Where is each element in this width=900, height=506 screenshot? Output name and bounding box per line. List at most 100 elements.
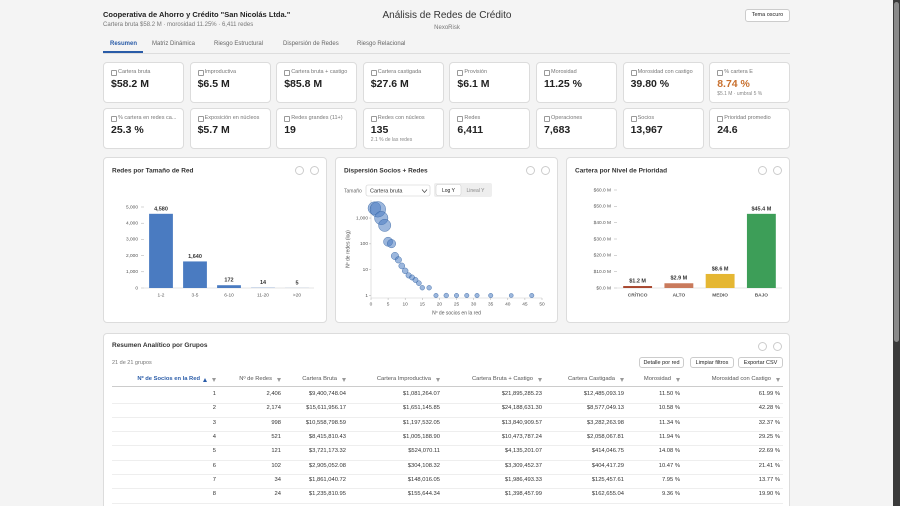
table-cell: 6 [212,462,216,469]
row-divider [112,445,783,447]
theme-button[interactable]: Tema oscuro [745,9,790,22]
column-header[interactable]: Nº de Redes [239,376,272,382]
table-cell: $1,398,457.99 [504,491,542,498]
app-title: Análisis de Redes de Crédito [382,10,512,21]
kpi-card: Morosidad con castigo 39.80 % [622,62,704,103]
kpi-card: Provisión $6.1 M [449,62,531,103]
chart-panel: Dispersión Socios + Redes Tamaño Cartera b… [335,157,558,323]
column-header[interactable]: Cartera Bruta [302,376,337,382]
y-tick-label: $10.0 M [594,269,611,275]
table-cell: 521 [271,433,281,440]
table-cell: 121 [271,448,281,455]
table-cell: 7.95 % [661,476,680,483]
row-divider [112,474,783,475]
table-cell: $1,861,040.72 [308,476,346,483]
kpi-icon [457,116,464,122]
table-cell: $8,577,049.13 [586,405,624,412]
x-tick-label: >20 [293,292,301,298]
table-cell: $1,005,188.90 [402,433,440,440]
kpi-value: 7,683 [544,124,571,136]
scale-button[interactable] [435,184,462,196]
x-tick-label: 45 [522,301,528,307]
kpi-label: Provisión [464,69,488,75]
filter-icon[interactable] [776,377,780,382]
kpi-icon [630,70,637,76]
column-header[interactable]: Cartera Castigada [567,376,615,382]
value-label: $45.4 M [751,206,771,212]
table-cell: 29.25 % [758,433,780,440]
filter-icon[interactable] [212,377,216,382]
bubble [488,293,494,298]
bubble [529,293,535,298]
panel-icon[interactable] [295,166,304,175]
x-tick-label: CRÍTICO [628,290,648,298]
x-tick-label: BAJO [755,292,769,298]
table-button[interactable]: Exportar CSV [738,357,783,368]
kpi-icon [717,70,724,76]
panel-icon[interactable] [541,166,550,175]
filter-icon[interactable] [436,377,440,382]
table-cell: $13,840,909.57 [501,419,542,426]
row-divider [112,459,783,461]
tab[interactable]: Riesgo Relacional [357,41,406,47]
panel-icon[interactable] [526,166,535,175]
kpi-value: 8.74 % [717,78,750,90]
row-divider [112,488,783,490]
bar [664,283,694,288]
kpi-note: 2.1 % de las redes [370,137,413,143]
table-cell: $3,309,452.37 [504,462,542,469]
bubble [426,285,432,291]
bubble [474,293,480,298]
column-header[interactable]: Morosidad con Castigo [711,376,771,382]
column-header[interactable]: Cartera Improductiva [376,376,431,382]
table-cell: $1,651,145.85 [402,405,440,412]
table-button[interactable]: Limpiar filtros [690,357,734,368]
kpi-card: % cartera en redes ca... 25.3 % [103,108,184,149]
kpi-value: $27.6 M [370,78,409,90]
kpi-card: Exposición en núcleos $5.7 M [189,108,271,149]
panel-icon[interactable] [310,166,319,175]
y-tick-label: 5,000 [126,204,138,210]
column-header[interactable]: Morosidad [643,376,671,382]
tab[interactable]: Matriz Dinámica [152,41,196,47]
panel-icon[interactable] [773,166,782,175]
table-button[interactable]: Detalle por red [639,357,684,368]
tab[interactable]: Riesgo Estructural [214,41,264,47]
table-cell: 22.69 % [758,448,780,455]
row-divider [112,502,783,504]
y-tick-label: 2,000 [126,253,138,259]
tab[interactable]: Dispersión de Redes [283,41,339,47]
bubble [387,239,396,249]
kpi-value: $6.5 M [197,78,230,90]
filter-icon[interactable] [676,377,680,382]
size-select[interactable] [365,184,431,197]
table-cell: 10.47 % [658,462,680,469]
table-cell: 11.50 % [659,391,680,397]
x-tick-label: 20 [437,301,443,307]
x-tick-label: 5 [387,301,390,307]
kpi-label: Improductiva [204,69,237,75]
panel-icon[interactable] [758,166,767,175]
bar [149,213,173,288]
filter-icon[interactable] [277,377,281,382]
column-header[interactable]: Nº de Socios en la Red [137,376,200,382]
org-subtitle: Cartera bruta $58.2 M · morosidad 11.25%… [103,22,254,28]
filter-icon[interactable] [342,377,346,382]
kpi-card: Redes grandes (11+) 19 [276,108,358,149]
bubble [509,293,514,298]
table-cell: 11.94 % [659,433,680,440]
panel-icon[interactable] [758,342,767,351]
filter-icon[interactable] [620,377,624,382]
panel-icon[interactable] [773,342,782,351]
kpi-icon [630,116,637,122]
filter-icon[interactable] [538,377,542,382]
tab[interactable]: Resumen [110,41,138,47]
table-cell: 2,174 [266,405,281,412]
bar [746,213,776,288]
kpi-icon [111,70,117,76]
org-title: Cooperativa de Ahorro y Crédito "San Nic… [103,10,291,19]
column-header[interactable]: Cartera Bruta + Castigo [471,376,533,382]
y-tick-label: $0.0 M [596,285,611,291]
table-cell: $9,400,748.04 [308,391,346,397]
kpi-label: Operaciones [551,115,583,121]
